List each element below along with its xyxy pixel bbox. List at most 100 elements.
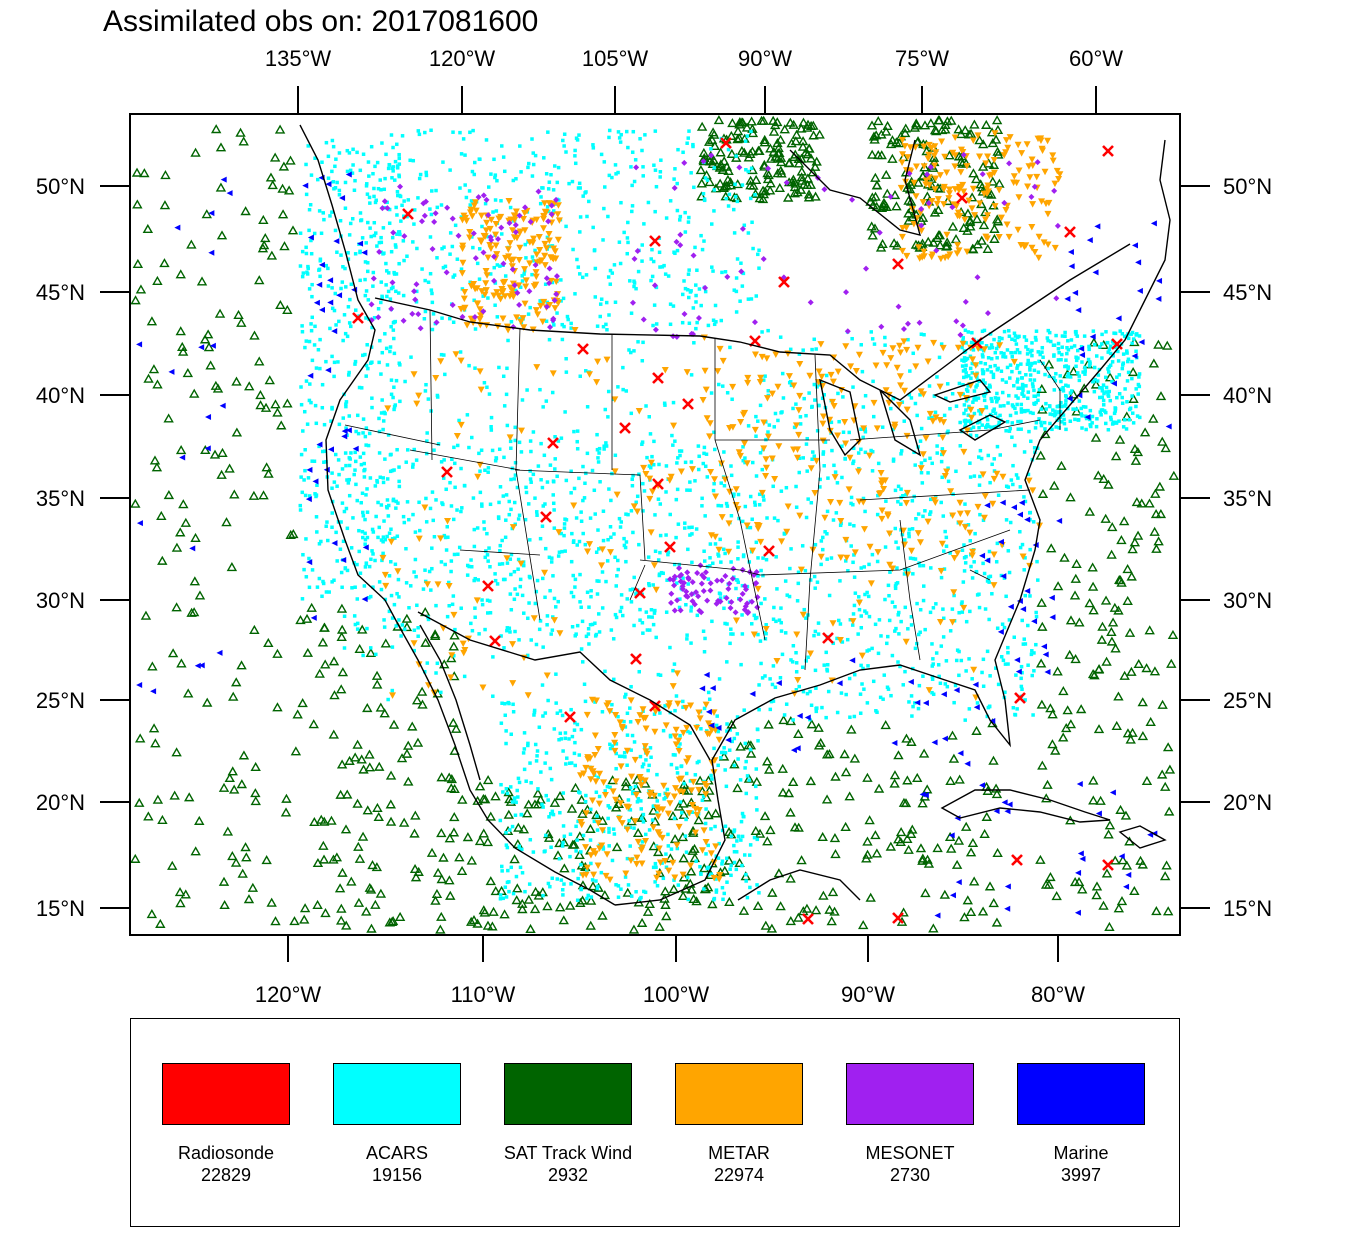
acars-marker — [654, 184, 659, 189]
acars-marker — [673, 439, 677, 443]
acars-marker — [582, 496, 587, 500]
sat-wind-marker — [867, 230, 878, 240]
acars-marker — [848, 618, 853, 622]
acars-marker — [734, 850, 739, 854]
sat-wind-marker — [542, 901, 553, 911]
acars-marker — [542, 453, 547, 458]
acars-marker — [1060, 352, 1064, 357]
acars-marker — [734, 578, 739, 582]
metar-marker — [956, 499, 964, 507]
acars-marker — [1032, 378, 1037, 382]
sat-wind-marker — [714, 178, 726, 188]
acars-marker — [502, 404, 507, 408]
metar-marker — [671, 874, 679, 881]
acars-marker — [395, 142, 399, 147]
sat-wind-marker — [361, 906, 372, 916]
acars-marker — [779, 411, 783, 415]
acars-marker — [749, 297, 754, 301]
sat-wind-marker — [326, 815, 337, 825]
acars-marker — [726, 147, 731, 152]
acars-marker — [588, 623, 593, 627]
acars-marker — [1076, 356, 1080, 360]
acars-marker — [729, 473, 734, 478]
sat-wind-marker — [644, 898, 655, 908]
acars-marker — [307, 339, 312, 344]
acars-marker — [448, 168, 452, 172]
sat-wind-marker — [871, 180, 883, 190]
sat-wind-marker — [1104, 921, 1115, 932]
acars-marker — [942, 549, 946, 553]
sat-wind-marker — [723, 855, 735, 865]
sat-wind-marker — [1084, 598, 1095, 608]
acars-marker — [717, 841, 721, 846]
acars-marker — [377, 360, 381, 365]
sat-wind-marker — [978, 220, 990, 230]
acars-marker — [395, 591, 399, 596]
acars-marker — [928, 510, 933, 514]
acars-marker — [307, 398, 312, 403]
acars-marker — [573, 292, 577, 296]
acars-marker — [580, 660, 585, 664]
sat-wind-marker — [385, 799, 397, 809]
sat-wind-marker — [249, 330, 260, 340]
sat-wind-marker — [622, 887, 633, 897]
sat-wind-marker — [215, 142, 227, 152]
sat-wind-marker — [352, 798, 363, 808]
metar-marker — [646, 495, 654, 503]
acars-marker — [702, 706, 707, 711]
acars-marker — [852, 523, 856, 528]
acars-marker — [652, 163, 656, 167]
sat-wind-marker — [919, 162, 930, 172]
sat-wind-marker — [1154, 481, 1166, 491]
acars-marker — [687, 525, 691, 530]
acars-marker — [676, 522, 681, 526]
acars-marker — [666, 274, 671, 278]
acars-marker — [876, 461, 881, 466]
acars-marker — [825, 509, 830, 514]
acars-marker — [986, 355, 991, 360]
acars-marker — [470, 628, 475, 633]
acars-marker — [309, 322, 313, 326]
sat-wind-marker — [354, 643, 365, 654]
metar-marker — [961, 216, 969, 224]
acars-marker — [1036, 370, 1041, 374]
acars-marker — [424, 520, 429, 524]
acars-marker — [836, 391, 840, 396]
acars-marker — [719, 750, 724, 755]
sat-wind-marker — [824, 904, 835, 914]
sat-wind-marker — [411, 695, 423, 705]
acars-marker — [852, 553, 856, 557]
sat-wind-marker — [194, 815, 205, 825]
metar-marker — [969, 185, 977, 193]
acars-marker — [551, 479, 556, 483]
acars-marker — [814, 709, 819, 714]
acars-marker — [729, 513, 734, 518]
metar-marker — [995, 234, 1003, 241]
acars-marker — [546, 698, 550, 703]
acars-marker — [694, 293, 698, 298]
sat-wind-marker — [385, 816, 397, 826]
sat-wind-marker — [235, 127, 246, 137]
acars-marker — [630, 150, 635, 154]
acars-marker — [1112, 341, 1116, 345]
acars-marker — [347, 321, 352, 325]
acars-marker — [996, 493, 1001, 497]
acars-marker — [740, 811, 745, 816]
acars-marker — [743, 504, 748, 509]
acars-marker — [586, 632, 591, 636]
acars-marker — [703, 289, 708, 294]
acars-marker — [686, 136, 691, 140]
acars-marker — [470, 169, 475, 174]
acars-marker — [649, 278, 653, 283]
acars-marker — [471, 128, 475, 133]
acars-marker — [619, 605, 624, 610]
acars-marker — [531, 472, 536, 477]
sat-wind-marker — [396, 753, 408, 763]
acars-marker — [324, 590, 329, 594]
acars-marker — [578, 600, 582, 604]
acars-marker — [447, 316, 452, 321]
acars-marker — [961, 336, 965, 340]
sat-wind-marker — [410, 872, 422, 882]
sat-wind-marker — [554, 790, 566, 801]
acars-marker — [823, 530, 827, 534]
